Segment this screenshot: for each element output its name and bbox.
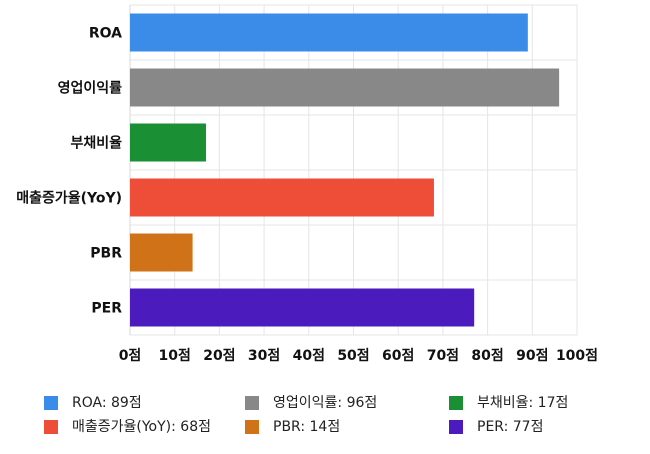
y-tick-label: 영업이익률 bbox=[58, 80, 123, 97]
y-tick-label: PBR bbox=[90, 246, 122, 262]
x-tick-label: 20점 bbox=[203, 347, 235, 364]
x-tick-label: 80점 bbox=[471, 347, 503, 364]
x-tick-label: 60점 bbox=[382, 347, 414, 364]
y-tick-label: 부채비율 bbox=[70, 135, 122, 152]
x-tick-label: 70점 bbox=[427, 347, 459, 364]
bar bbox=[130, 288, 475, 327]
x-tick-label: 50점 bbox=[337, 347, 369, 364]
bar bbox=[130, 68, 560, 107]
y-tick-label: 매출증가율(YoY) bbox=[16, 190, 122, 207]
x-tick-label: 100점 bbox=[556, 347, 598, 364]
x-tick-label: 10점 bbox=[159, 347, 191, 364]
y-tick-label: ROA bbox=[89, 26, 122, 42]
bar bbox=[130, 123, 206, 162]
x-tick-label: 30점 bbox=[248, 347, 280, 364]
x-tick-label: 0점 bbox=[119, 347, 142, 364]
bar bbox=[130, 178, 434, 217]
bar bbox=[130, 13, 528, 52]
x-tick-label: 90점 bbox=[516, 347, 548, 364]
x-tick-label: 40점 bbox=[293, 347, 325, 364]
bar bbox=[130, 233, 193, 272]
y-tick-label: PER bbox=[91, 301, 122, 317]
